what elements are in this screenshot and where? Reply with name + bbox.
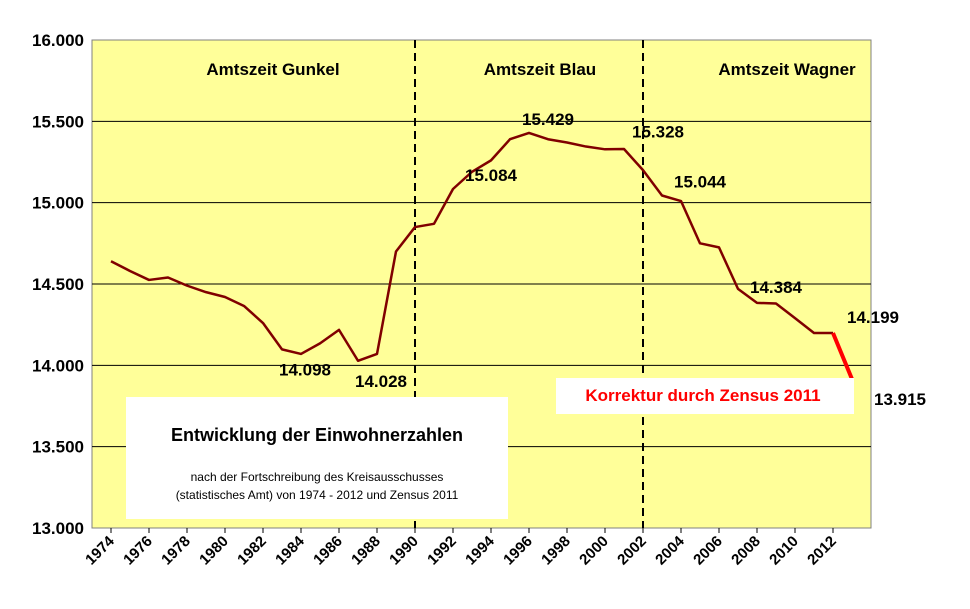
x-tick-label: 1994 [462,532,498,568]
data-label: 15.084 [465,166,518,185]
chart-title: Entwicklung der Einwohnerzahlen [171,425,463,445]
info-box: Entwicklung der Einwohnerzahlen nach der… [126,397,508,519]
term-label-wagner: Amtszeit Wagner [718,60,856,79]
annotation-background [556,378,854,414]
data-label: 14.028 [355,372,407,391]
x-tick-label: 1998 [538,533,574,569]
y-tick-label: 16.000 [32,31,84,50]
zensus-annotation: Korrektur durch Zensus 2011 [556,378,854,414]
x-tick-label: 2004 [652,532,688,568]
term-label-gunkel: Amtszeit Gunkel [206,60,339,79]
x-tick-label: 1984 [272,532,308,568]
term-labels: Amtszeit Gunkel Amtszeit Blau Amtszeit W… [206,60,856,79]
y-tick-label: 13.500 [32,438,84,457]
x-tick-label: 2000 [576,533,612,569]
data-label: 15.328 [632,122,684,141]
data-label: 14.199 [847,308,899,327]
y-tick-label: 15.500 [32,112,84,131]
data-label: 15.429 [522,110,574,129]
x-tick-label: 1986 [310,533,346,569]
x-tick-label: 2002 [614,533,650,569]
y-tick-label: 15.000 [32,194,84,213]
chart-subtitle-line-2: (statistisches Amt) von 1974 - 2012 und … [176,488,459,502]
info-box-background [126,397,508,519]
x-axis-ticks: 1974 1976 1978 1980 1982 1984 1986 1988 1990 1992… [82,528,840,568]
annotation-text: Korrektur durch Zensus 2011 [585,386,820,405]
data-label: 14.098 [279,360,331,379]
population-series-line [110,131,833,363]
x-tick-label: 1976 [120,533,156,569]
x-tick-label: 2006 [690,533,726,569]
x-tick-label: 1988 [348,533,384,569]
x-tick-label: 2008 [728,533,764,569]
x-tick-label: 1990 [386,533,422,569]
x-tick-label: 1980 [196,533,232,569]
x-tick-label: 1978 [158,533,194,569]
y-tick-label: 14.000 [32,356,84,375]
data-label: 14.384 [750,278,803,297]
x-tick-label: 1982 [234,533,270,569]
chart-subtitle-line-1: nach der Fortschreibung des Kreisausschu… [191,470,444,484]
x-tick-label: 2010 [766,533,802,569]
y-tick-label: 14.500 [32,275,84,294]
zensus-correction-line [831,332,854,380]
term-label-blau: Amtszeit Blau [484,60,596,79]
data-label: 13.915 [874,390,926,409]
data-labels: 14.098 14.028 15.084 15.429 15.328 15.044 14.3… [279,110,926,409]
y-axis-ticks: 13.000 13.500 14.000 14.500 15.000 15.500 16.0… [32,31,84,538]
data-label: 15.044 [674,173,727,192]
x-tick-label: 2012 [804,533,840,569]
x-tick-label: 1992 [424,533,460,569]
series-lines [110,131,854,380]
x-tick-label: 1974 [82,532,118,568]
y-tick-label: 13.000 [32,519,84,538]
x-tick-label: 1996 [500,533,536,569]
